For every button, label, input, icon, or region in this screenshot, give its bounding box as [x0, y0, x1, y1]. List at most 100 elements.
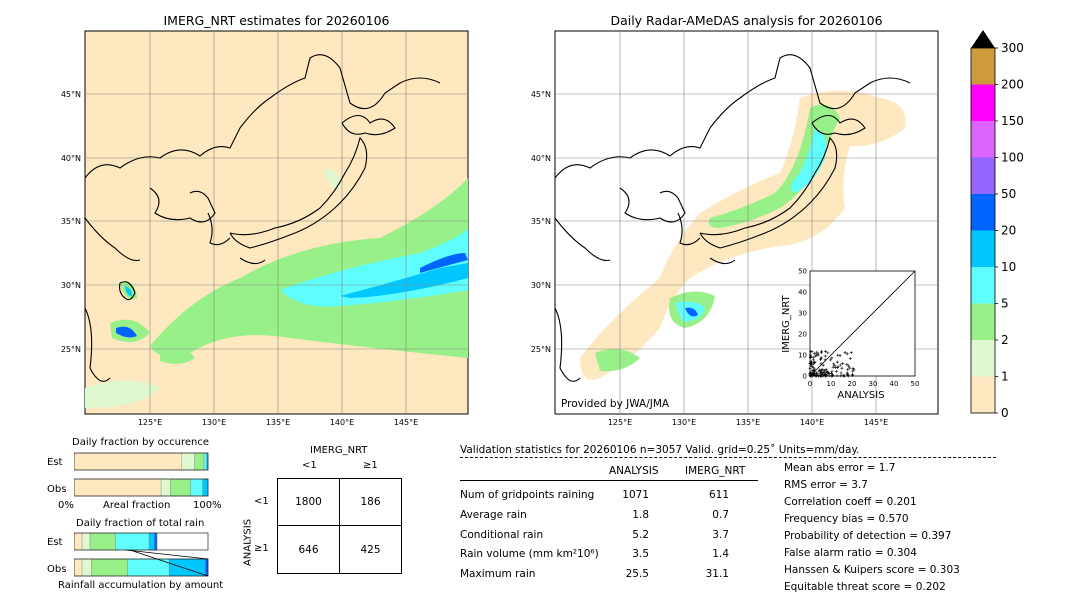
scatter-point — [848, 366, 852, 370]
total-rain-connector — [125, 549, 209, 560]
colorbar-segment — [971, 121, 995, 158]
scatter-point — [848, 356, 852, 360]
left-lon-label: 125°E — [138, 418, 162, 427]
total-rain-chart — [74, 532, 209, 577]
colorbar-label: 0 — [1001, 406, 1009, 420]
scatter-point — [841, 374, 845, 378]
validation-row-analysis: 1071 — [622, 489, 649, 501]
validation-header: Validation statistics for 20260106 n=305… — [460, 444, 860, 456]
scatter-point — [813, 360, 817, 364]
occurrence-chart — [74, 452, 209, 497]
scatter-y-tick: 40 — [798, 289, 807, 297]
scatter-point — [812, 373, 816, 377]
validation-row-label: Average rain — [460, 509, 527, 521]
scatter-point — [811, 362, 815, 366]
scatter-diagonal — [809, 270, 916, 377]
scatter-ylabel: IMERG_NRT — [781, 294, 792, 352]
right-lon-label: 125°E — [608, 418, 632, 427]
score-line: Equitable threat score = 0.202 — [784, 581, 946, 593]
score-line: Mean abs error = 1.7 — [784, 462, 896, 474]
left-lon-label: 145°E — [394, 418, 418, 427]
colorbar-label: 1 — [1001, 370, 1009, 384]
scatter-point — [821, 363, 825, 367]
colorbar-segment — [971, 194, 995, 231]
scatter-point — [831, 362, 835, 366]
score-line: RMS error = 3.7 — [784, 479, 868, 491]
contingency-row-label: ≥1 — [254, 543, 269, 554]
scatter-y-tick: 30 — [798, 310, 807, 318]
left-lat-label: 40°N — [61, 154, 81, 163]
right-lat-label: 25°N — [531, 345, 551, 354]
left-map-coastline — [84, 54, 441, 382]
scatter-point — [823, 349, 827, 353]
scatter-point — [849, 351, 853, 355]
bar-segment-est — [74, 532, 83, 551]
scatter-point — [819, 356, 823, 360]
scatter-point — [820, 372, 824, 376]
right-lon-label: 130°E — [672, 418, 696, 427]
scatter-point — [845, 352, 849, 356]
scatter-y-tick: 20 — [798, 331, 807, 339]
scatter-x-tick: 20 — [848, 380, 857, 388]
scatter-point — [833, 365, 837, 369]
right-lat-label: 30°N — [531, 281, 551, 290]
colorbar-segment — [971, 340, 995, 377]
contingency-row-label: <1 — [254, 496, 269, 507]
bar-segment-obs — [91, 558, 128, 577]
colorbar-label: 5 — [1001, 297, 1009, 311]
left-map-rain-field — [85, 168, 468, 408]
contingency-cell: 646 — [277, 525, 340, 574]
colorbar-label: 10 — [1001, 260, 1016, 274]
right-map-rain-field — [580, 90, 906, 380]
scatter-x-tick: 40 — [890, 380, 899, 388]
bar-segment-obs — [205, 558, 209, 577]
bar-segment-est — [115, 532, 150, 551]
left-lat-label: 35°N — [61, 217, 81, 226]
colorbar-label: 100 — [1001, 151, 1024, 165]
validation-row-imerg: 0.7 — [712, 509, 729, 521]
scatter-y-tick: 50 — [798, 268, 807, 276]
scatter-x-tick: 0 — [808, 380, 812, 388]
scatter-point — [819, 351, 823, 355]
occurrence-row-obs: Obs — [47, 484, 67, 495]
bar-segment-obs — [127, 558, 170, 577]
contingency-cell: 186 — [339, 478, 402, 526]
contingency-cell: 425 — [339, 525, 402, 574]
scatter-point — [823, 354, 827, 358]
left-lon-label: 135°E — [266, 418, 290, 427]
scatter-x-tick: 30 — [869, 380, 878, 388]
bar-segment-est — [180, 452, 195, 471]
scatter-point — [841, 362, 845, 366]
scatter-point — [814, 372, 818, 376]
bar-segment-est — [203, 452, 207, 471]
scatter-point — [831, 374, 835, 378]
scatter-point — [827, 371, 831, 375]
scatter-point — [809, 360, 813, 364]
colorbar-label: 50 — [1001, 187, 1016, 201]
total-rain-row-obs: Obs — [47, 564, 67, 575]
scatter-point — [811, 358, 815, 362]
colorbar-label: 300 — [1001, 41, 1024, 55]
scatter-point — [840, 366, 844, 370]
occurrence-axis-left: 0% — [58, 500, 74, 511]
bar-segment-obs — [74, 558, 83, 577]
bar-segment-obs — [170, 478, 191, 497]
colorbar-segment — [971, 303, 995, 340]
contingency-col-label: <1 — [302, 460, 317, 471]
total-rain-title: Daily fraction of total rain — [76, 518, 205, 529]
scatter-point — [819, 362, 823, 366]
scatter-point — [809, 354, 813, 358]
colorbar-label: 2 — [1001, 333, 1009, 347]
scatter-y-tick: 10 — [798, 352, 807, 360]
validation-row-analysis: 25.5 — [625, 568, 649, 580]
bar-segment-obs — [190, 478, 203, 497]
scatter-inset: 00 10 10 20 20 30 30 40 40 50 50 ANALYSIS IMERG_NR… — [781, 268, 919, 402]
scatter-point — [808, 372, 812, 376]
bar-segment-obs — [202, 478, 209, 497]
scatter-point — [836, 360, 840, 364]
colorbar-segment — [971, 48, 995, 85]
left-map-title: IMERG_NRT estimates for 20260106 — [163, 13, 390, 28]
total-rain-row-est: Est — [47, 537, 63, 548]
scatter-point — [851, 369, 855, 373]
left-lat-label: 30°N — [61, 281, 81, 290]
